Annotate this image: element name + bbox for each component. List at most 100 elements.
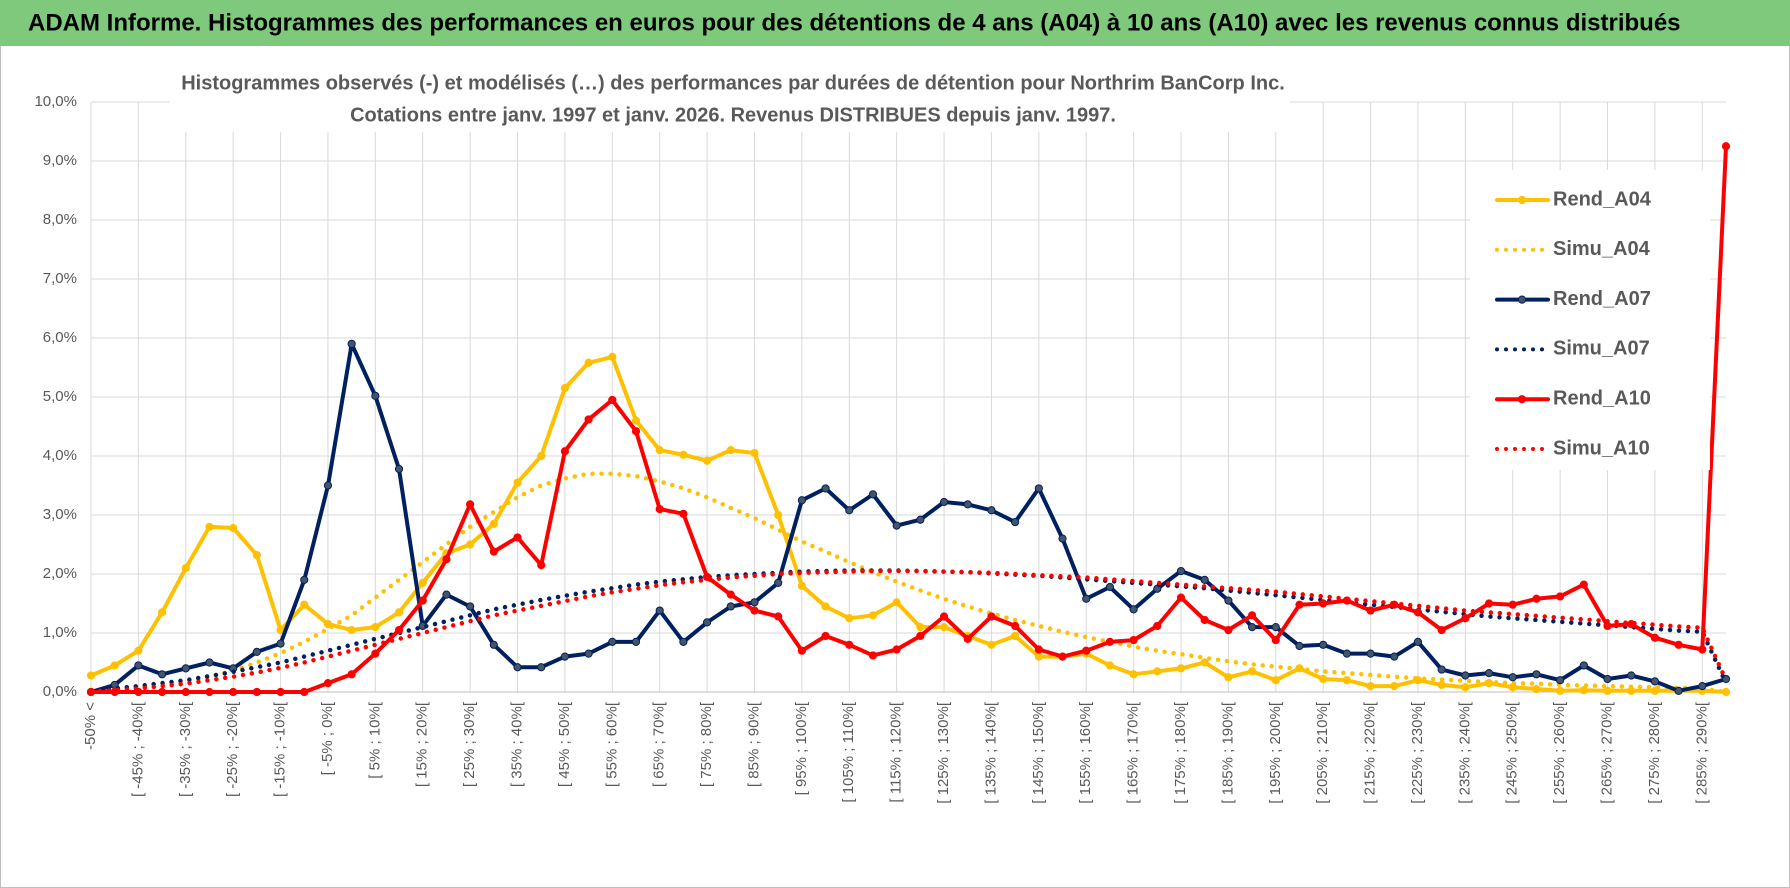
- marker: [1413, 608, 1423, 617]
- marker: [442, 555, 451, 564]
- marker: [1319, 674, 1328, 684]
- marker: [181, 687, 190, 697]
- x-tick-label: [ 85% ; 90%[: [745, 701, 762, 787]
- y-tick-label: 4,0%: [43, 447, 77, 464]
- x-tick-label: [ 255% ; 260%[: [1551, 701, 1568, 804]
- marker: [1011, 517, 1020, 527]
- marker: [489, 640, 498, 649]
- x-tick-label: [ -5% ; 0%[: [319, 701, 336, 775]
- marker: [394, 625, 404, 635]
- series-line: [89, 144, 1728, 694]
- x-tick-label: [ 205% ; 210%[: [1314, 701, 1331, 804]
- marker: [371, 649, 380, 658]
- marker: [560, 447, 570, 456]
- x-tick-label: [ 175% ; 180%[: [1172, 701, 1189, 804]
- marker: [1153, 621, 1162, 631]
- x-tick-label: [ 5% ; 10%[: [366, 701, 383, 779]
- marker: [631, 637, 641, 646]
- marker: [987, 640, 996, 649]
- marker: [1271, 623, 1280, 632]
- marker: [1176, 593, 1186, 602]
- marker: [300, 600, 309, 609]
- marker: [513, 478, 522, 487]
- marker: [608, 395, 617, 405]
- marker: [1461, 614, 1470, 623]
- marker: [1532, 670, 1541, 679]
- marker: [1484, 599, 1494, 608]
- x-tick-label: [ 35% ; 40%[: [508, 701, 525, 787]
- marker: [1508, 600, 1517, 609]
- x-tick-label: [ 125% ; 130%[: [935, 701, 952, 804]
- marker: [1058, 652, 1067, 661]
- marker: [1176, 566, 1186, 576]
- x-tick-label: [ 45% ; 50%[: [556, 701, 573, 787]
- marker: [1437, 680, 1446, 690]
- marker: [1295, 641, 1304, 651]
- marker: [1390, 682, 1399, 691]
- marker: [868, 490, 878, 499]
- series-line: [89, 354, 1728, 694]
- marker: [939, 623, 949, 632]
- series-line: [88, 471, 1729, 695]
- marker: [679, 637, 688, 646]
- marker: [1295, 600, 1304, 609]
- marker: [1105, 582, 1115, 592]
- x-tick-label: [ 105% ; 110%[: [840, 701, 857, 802]
- legend-label: Rend_A10: [1553, 387, 1651, 409]
- marker: [1247, 667, 1257, 676]
- marker: [916, 623, 925, 632]
- marker: [845, 506, 854, 515]
- x-tick-label: [ -45% ; -40%[: [129, 701, 146, 797]
- marker: [774, 510, 783, 520]
- marker: [916, 631, 925, 641]
- marker: [655, 446, 664, 455]
- marker: [702, 456, 712, 465]
- marker: [1698, 645, 1707, 654]
- marker: [1579, 580, 1588, 589]
- y-tick-label: 1,0%: [43, 624, 77, 641]
- marker: [1129, 670, 1138, 679]
- title-background: [170, 68, 1290, 132]
- marker: [371, 623, 380, 632]
- marker: [892, 645, 901, 654]
- x-tick-label: [ 185% ; 190%[: [1219, 701, 1236, 804]
- marker: [987, 506, 996, 515]
- marker: [1390, 652, 1399, 661]
- marker: [1271, 676, 1280, 685]
- marker: [1153, 667, 1162, 676]
- chart-subtitle: Cotations entre janv. 1997 et janv. 2026…: [350, 104, 1116, 126]
- marker: [537, 451, 546, 461]
- marker: [892, 598, 901, 607]
- marker: [608, 352, 617, 361]
- x-tick-label: [ -35% ; -30%[: [177, 701, 194, 797]
- marker: [205, 522, 214, 531]
- marker: [347, 670, 356, 679]
- marker: [1674, 686, 1683, 695]
- marker: [1508, 673, 1517, 682]
- marker: [1034, 484, 1043, 493]
- marker: [726, 446, 735, 455]
- marker: [939, 612, 949, 621]
- marker: [1247, 611, 1257, 620]
- marker: [466, 500, 475, 509]
- y-tick-label: 10,0%: [34, 93, 77, 110]
- marker: [347, 339, 356, 348]
- marker: [1556, 592, 1565, 601]
- marker: [1247, 623, 1257, 632]
- marker: [1224, 673, 1233, 682]
- marker: [679, 450, 688, 459]
- marker: [750, 598, 759, 607]
- y-tick-label: 5,0%: [43, 388, 77, 405]
- marker: [584, 415, 593, 424]
- page-title: ADAM Informe. Histogrammes des performan…: [28, 9, 1681, 36]
- x-tick-label: [ 285% ; 290%[: [1693, 701, 1710, 804]
- marker: [252, 647, 261, 656]
- x-tick-label: -50% <: [82, 702, 99, 750]
- marker: [1698, 682, 1707, 691]
- marker: [1461, 683, 1470, 692]
- x-tick-label: [ 55% ; 60%[: [603, 701, 620, 787]
- marker: [442, 590, 451, 599]
- marker: [418, 578, 427, 587]
- marker: [1082, 646, 1091, 655]
- x-tick-label: [ 95% ; 100%[: [793, 701, 810, 795]
